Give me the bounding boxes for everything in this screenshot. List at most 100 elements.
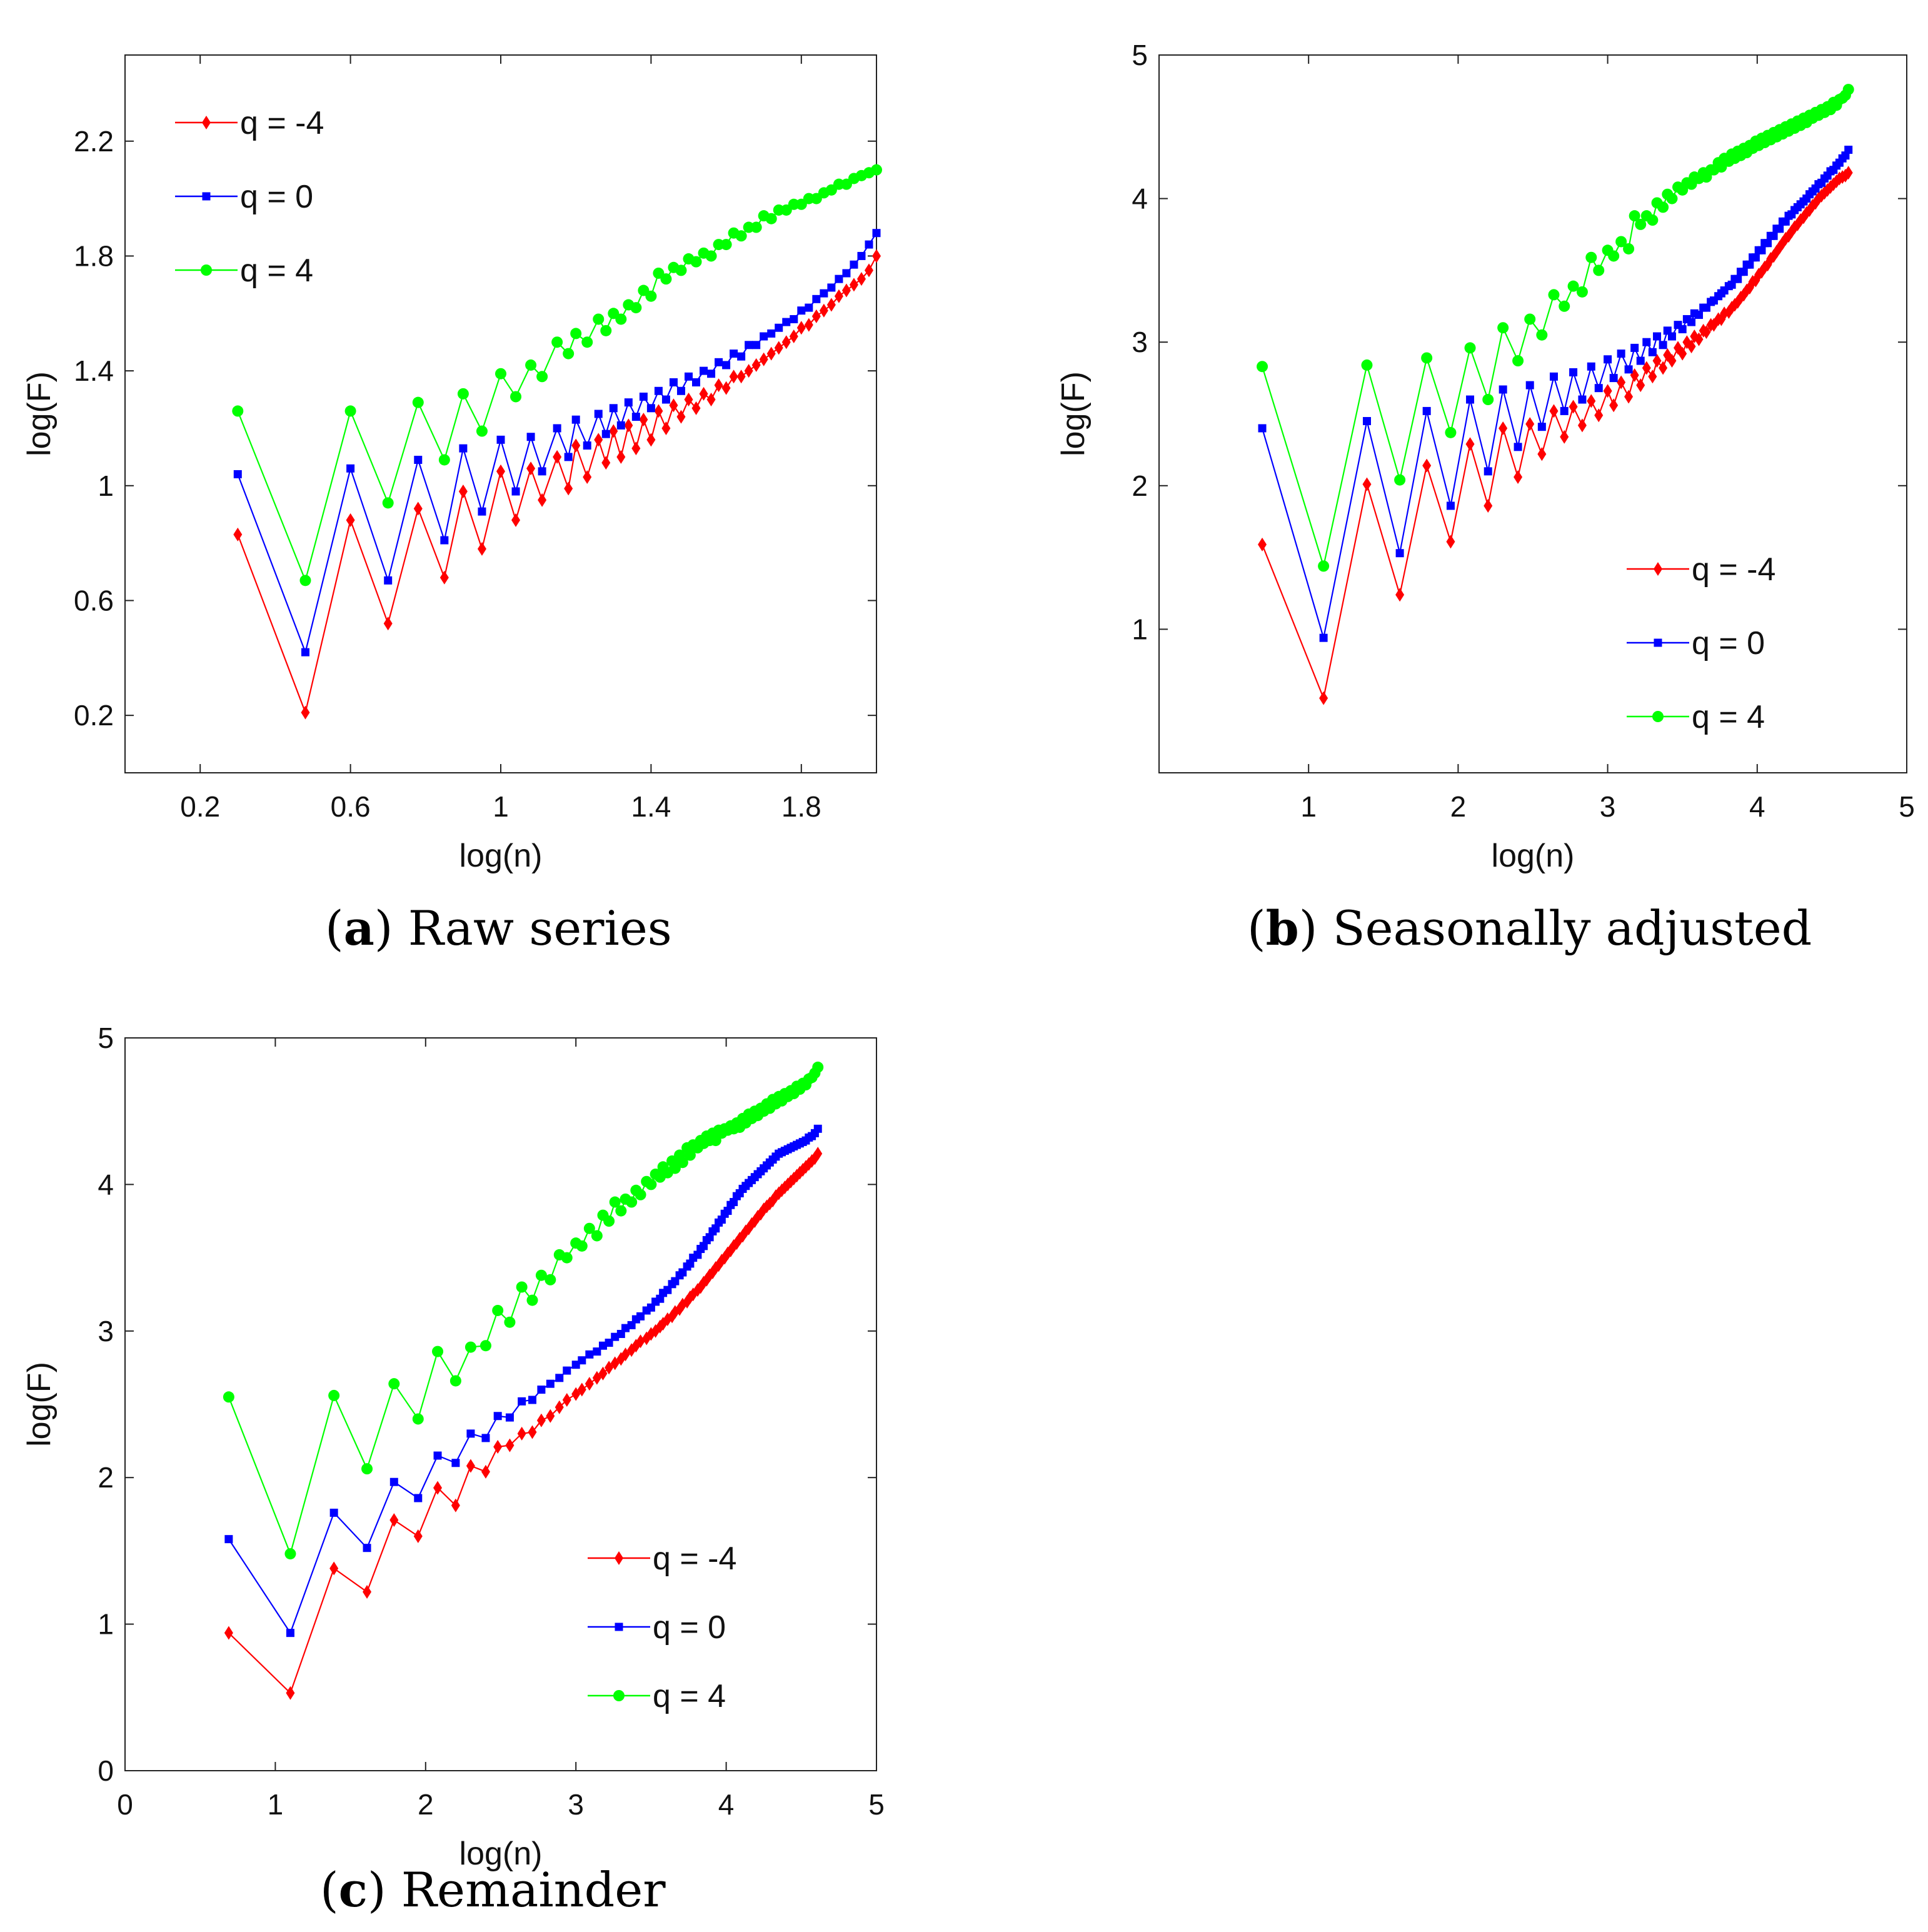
data-point	[721, 381, 731, 395]
data-point	[562, 1392, 571, 1407]
data-point	[414, 1494, 423, 1502]
data-point	[413, 1529, 423, 1543]
data-point	[1394, 474, 1406, 486]
data-point	[842, 269, 851, 278]
series-q-4	[232, 164, 882, 586]
data-point	[1702, 325, 1711, 340]
data-point	[1361, 359, 1373, 371]
data-point	[1445, 426, 1457, 438]
data-point	[864, 263, 873, 278]
data-point	[438, 454, 450, 466]
data-point	[717, 1254, 726, 1268]
data-point	[1549, 404, 1559, 418]
data-point	[361, 1463, 373, 1475]
data-point	[646, 404, 655, 413]
data-point	[492, 1304, 504, 1316]
legend-marker	[202, 192, 211, 201]
data-point	[744, 364, 753, 378]
data-point	[661, 395, 670, 404]
data-point	[1587, 362, 1595, 371]
data-point	[678, 1297, 687, 1312]
data-point	[432, 1346, 444, 1357]
x-tick-label: 4	[718, 1788, 735, 1821]
y-tick-label: 2	[1132, 470, 1148, 502]
data-point	[735, 1232, 745, 1246]
x-tick-label: 1	[268, 1788, 284, 1821]
data-point	[451, 1498, 460, 1512]
data-point	[805, 303, 813, 312]
data-point	[801, 1160, 811, 1174]
legend-entry: q = 0	[175, 179, 313, 215]
data-point	[1318, 560, 1330, 572]
y-tick-label: 2	[98, 1461, 114, 1494]
data-point	[1604, 355, 1612, 364]
data-point	[729, 370, 738, 384]
data-point	[631, 413, 640, 421]
data-point	[286, 1686, 295, 1700]
data-point	[458, 484, 468, 498]
data-point	[517, 1426, 526, 1441]
legend: q = -4 q = 0 q = 4	[588, 1541, 736, 1714]
data-point	[551, 336, 563, 348]
data-point	[457, 388, 469, 400]
data-point	[646, 433, 656, 447]
data-point	[363, 1544, 371, 1552]
data-point	[1659, 341, 1667, 350]
data-point	[1694, 332, 1704, 346]
data-point	[1577, 418, 1587, 433]
data-point	[545, 1274, 556, 1285]
data-point	[451, 1459, 460, 1467]
data-point	[668, 1309, 677, 1324]
data-point	[383, 616, 393, 631]
data-point	[591, 1230, 603, 1242]
data-point	[1615, 236, 1627, 248]
data-point	[804, 318, 813, 332]
data-point	[449, 1375, 461, 1387]
y-axis-label: log(F)	[1055, 371, 1092, 456]
plot-frame	[1158, 54, 1907, 773]
data-point	[1537, 447, 1547, 461]
data-point	[433, 1451, 442, 1460]
legend-entry: q = -4	[1627, 551, 1775, 588]
data-point	[346, 513, 355, 527]
data-point	[759, 352, 768, 366]
data-point	[669, 378, 678, 386]
data-point	[1630, 343, 1639, 352]
chart-remainder: 0 1 2 3 4 5 0 1 2 3 4 5 log(n) log(F) q = -4 q = 0 q = 4	[21, 1022, 885, 1872]
data-point	[624, 418, 633, 433]
legend-marker	[1654, 638, 1662, 647]
data-point	[781, 335, 791, 350]
x-tick-label: 0	[117, 1788, 133, 1821]
data-point	[571, 1387, 581, 1401]
data-point	[493, 1412, 502, 1421]
data-point	[796, 321, 806, 335]
data-point	[850, 260, 858, 269]
data-point	[1593, 264, 1605, 276]
data-point	[346, 464, 355, 473]
data-point	[505, 1413, 514, 1422]
data-point	[511, 513, 521, 527]
data-point	[526, 461, 536, 476]
data-point	[820, 289, 828, 298]
data-point	[478, 507, 486, 516]
series-q-neg4	[224, 1147, 823, 1700]
data-point	[774, 341, 783, 355]
data-point	[1362, 416, 1371, 425]
data-point	[751, 358, 761, 372]
data-point	[639, 392, 648, 401]
data-point	[813, 1147, 823, 1161]
data-point	[413, 501, 423, 516]
data-point	[1636, 356, 1645, 365]
data-point	[476, 425, 488, 437]
data-point	[792, 1169, 801, 1183]
data-point	[1769, 231, 1778, 240]
data-point	[1609, 374, 1618, 383]
data-point	[849, 278, 858, 292]
data-point	[1775, 224, 1784, 233]
data-point	[1465, 437, 1475, 451]
data-point	[1464, 342, 1476, 354]
data-point	[546, 1379, 555, 1388]
data-point	[1734, 274, 1742, 283]
data-point	[1421, 352, 1433, 364]
legend: q = -4 q = 0 q = 4	[1627, 551, 1775, 735]
